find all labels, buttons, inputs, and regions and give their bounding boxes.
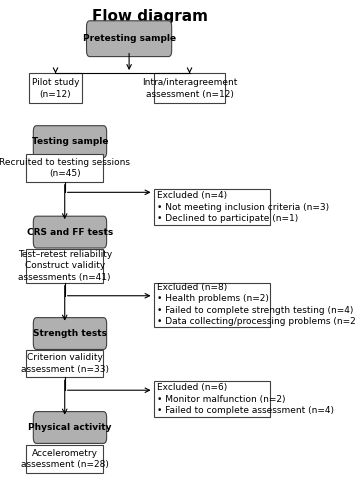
FancyBboxPatch shape: [33, 318, 106, 350]
Text: Criterion validity
assessment (n=33): Criterion validity assessment (n=33): [21, 353, 109, 374]
FancyBboxPatch shape: [154, 382, 270, 417]
FancyBboxPatch shape: [154, 283, 270, 327]
Text: Pilot study
(n=12): Pilot study (n=12): [32, 78, 79, 98]
Text: CRS and FF tests: CRS and FF tests: [27, 228, 113, 236]
FancyBboxPatch shape: [33, 216, 106, 248]
Text: Excluded (n=4)
• Not meeting inclusion criteria (n=3)
• Declined to participate : Excluded (n=4) • Not meeting inclusion c…: [157, 192, 329, 223]
Text: Testing sample: Testing sample: [32, 137, 108, 146]
Text: Accelerometry
assessment (n=28): Accelerometry assessment (n=28): [21, 448, 109, 469]
Text: Intra/interagreement
assessment (n=12): Intra/interagreement assessment (n=12): [142, 78, 237, 98]
Text: Excluded (n=6)
• Monitor malfunction (n=2)
• Failed to complete assessment (n=4): Excluded (n=6) • Monitor malfunction (n=…: [157, 383, 334, 415]
FancyBboxPatch shape: [33, 412, 106, 444]
Text: Test–retest reliability
Construct validity
assessments (n=41): Test–retest reliability Construct validi…: [18, 250, 112, 282]
FancyBboxPatch shape: [29, 74, 82, 104]
Text: Physical activity: Physical activity: [28, 423, 112, 432]
FancyBboxPatch shape: [87, 21, 172, 57]
Text: Flow diagram: Flow diagram: [92, 9, 208, 24]
FancyBboxPatch shape: [26, 445, 103, 472]
FancyBboxPatch shape: [26, 350, 103, 377]
FancyBboxPatch shape: [154, 190, 270, 225]
Text: Excluded (n=8)
• Health problems (n=2)
• Failed to complete strength testing (n=: Excluded (n=8) • Health problems (n=2) •…: [157, 283, 355, 327]
FancyBboxPatch shape: [26, 249, 103, 283]
FancyBboxPatch shape: [33, 126, 106, 158]
Text: Recruited to testing sessions
(n=45): Recruited to testing sessions (n=45): [0, 158, 130, 178]
Text: Strength tests: Strength tests: [33, 329, 107, 338]
FancyBboxPatch shape: [26, 154, 103, 182]
FancyBboxPatch shape: [154, 74, 225, 104]
Text: Pretesting sample: Pretesting sample: [82, 34, 176, 43]
